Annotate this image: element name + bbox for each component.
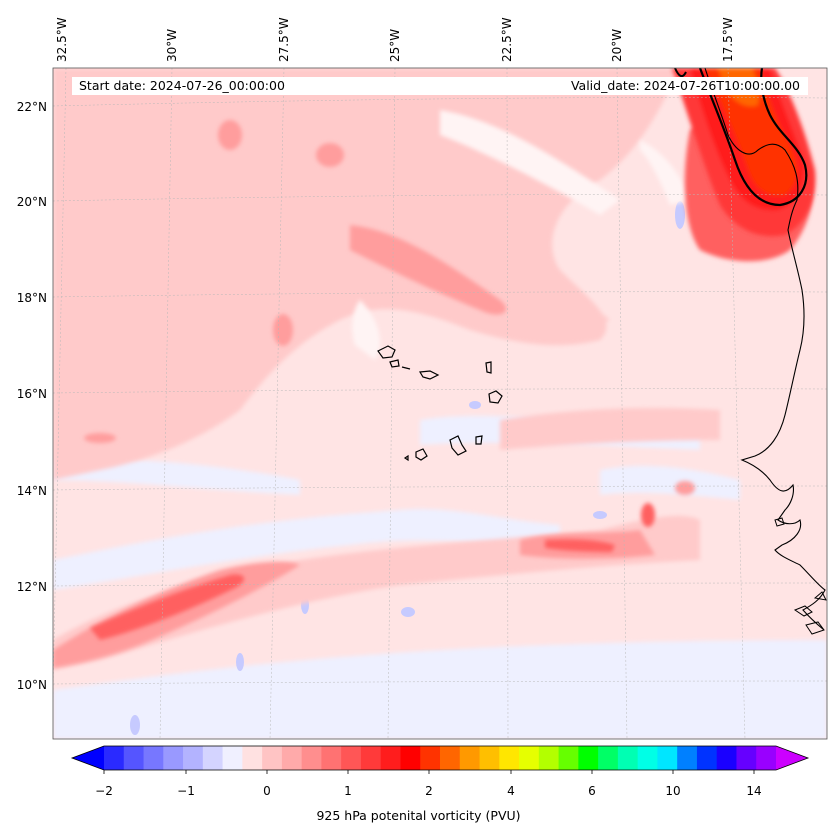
colorbar-cell — [617, 746, 639, 770]
colorbar-cell — [360, 746, 382, 770]
colorbar-cell — [677, 746, 698, 770]
white-regions — [352, 110, 690, 360]
colorbar-cell — [202, 746, 224, 770]
valid-date-label: Valid_date: 2024-07-26T10:00:00.00 — [570, 78, 800, 93]
colorbar-cell — [598, 746, 619, 770]
colorbar-cell — [321, 746, 342, 770]
map-frame — [52, 67, 828, 740]
colorbar-tick-label: 0 — [263, 784, 271, 798]
lon-label: 30°W — [165, 29, 179, 62]
lon-label: 20°W — [610, 29, 624, 62]
colorbar-cell — [281, 746, 303, 770]
blue-spots — [130, 201, 685, 735]
lat-label: 18°N — [17, 291, 47, 305]
colorbar-cell — [578, 746, 599, 770]
lon-label: 22.5°W — [500, 17, 514, 62]
start-date-label: Start date: 2024-07-26_00:00:00 — [79, 78, 285, 93]
colorbar-cell — [341, 746, 362, 770]
lat-label: 16°N — [17, 387, 47, 401]
colorbar-tick-label: 6 — [588, 784, 596, 798]
colorbar-cell — [104, 746, 125, 770]
colorbar-cell — [163, 746, 184, 770]
lat-label: 22°N — [17, 100, 47, 114]
colorbar-cell — [380, 746, 401, 770]
map-area — [53, 68, 827, 739]
lat-label: 14°N — [17, 484, 47, 498]
colorbar-cell — [123, 746, 145, 770]
colorbar-cell — [420, 746, 441, 770]
colorbar-cell — [479, 746, 500, 770]
colorbar-cell — [262, 746, 283, 770]
colorbar-cell — [558, 746, 579, 770]
cape-verde-islands — [377, 345, 503, 462]
colorbar-cell — [183, 746, 204, 770]
latitude-labels: 22°N 20°N 18°N 16°N 14°N 12°N 10°N — [17, 100, 47, 692]
colorbar-cell — [637, 746, 658, 770]
colorbar — [70, 745, 810, 774]
colorbar-cell — [400, 746, 421, 770]
lon-label: 17.5°W — [721, 17, 735, 62]
colorbar-cell — [242, 746, 263, 770]
colorbar-cell — [716, 746, 737, 770]
colorbar-cell — [696, 746, 718, 770]
gridlines — [53, 68, 827, 739]
coastline-islands — [774, 517, 827, 635]
colorbar-tick-label: 14 — [746, 784, 761, 798]
colorbar-tick-label: −2 — [95, 784, 113, 798]
lon-label: 25°W — [388, 29, 402, 62]
pv-contour-line — [698, 68, 808, 207]
colorbar-tick-label: −1 — [177, 784, 195, 798]
colorbar-cell — [736, 746, 757, 770]
colorbar-cell — [459, 746, 481, 770]
colorbar-tick-labels: −2 −1 0 1 2 4 6 10 14 — [95, 784, 761, 798]
colorbar-cell — [756, 746, 777, 770]
colorbar-tick-label: 10 — [665, 784, 680, 798]
lat-label: 20°N — [17, 195, 47, 209]
colorbar-cell — [519, 746, 540, 770]
colorbar-cell — [538, 746, 560, 770]
lon-label: 27.5°W — [277, 17, 291, 62]
lat-label: 12°N — [17, 580, 47, 594]
coastline — [704, 68, 826, 631]
colorbar-cell — [222, 746, 243, 770]
colorbar-cell — [657, 746, 678, 770]
colorbar-extend-min — [72, 746, 104, 770]
colorbar-cell — [301, 746, 322, 770]
lon-label: 32.5°W — [55, 17, 69, 62]
colorbar-cell — [499, 746, 520, 770]
pv-contour-line — [674, 68, 687, 78]
lat-label: 10°N — [17, 678, 47, 692]
colorbar-title: 925 hPa potenital vorticity (PVU) — [316, 808, 521, 823]
header-background — [72, 77, 808, 95]
longitude-labels: 32.5°W 30°W 27.5°W 25°W 22.5°W 20°W 17.5… — [55, 17, 735, 62]
colorbar-tick-label: 4 — [507, 784, 515, 798]
colorbar-cell — [440, 746, 461, 770]
colorbar-extend-max — [776, 746, 808, 770]
colorbar-tick-label: 2 — [425, 784, 433, 798]
colorbar-cell — [143, 746, 164, 770]
colorbar-tick-label: 1 — [344, 784, 352, 798]
